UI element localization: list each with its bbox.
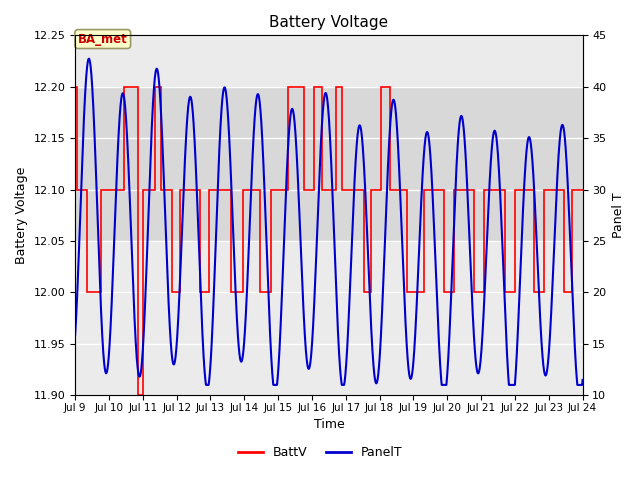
Bar — [75, 87, 582, 241]
Y-axis label: Battery Voltage: Battery Voltage — [15, 167, 28, 264]
Text: BA_met: BA_met — [78, 33, 127, 46]
Title: Battery Voltage: Battery Voltage — [269, 15, 388, 30]
Legend: BattV, PanelT: BattV, PanelT — [232, 441, 408, 464]
X-axis label: Time: Time — [314, 419, 344, 432]
Y-axis label: Panel T: Panel T — [612, 192, 625, 238]
